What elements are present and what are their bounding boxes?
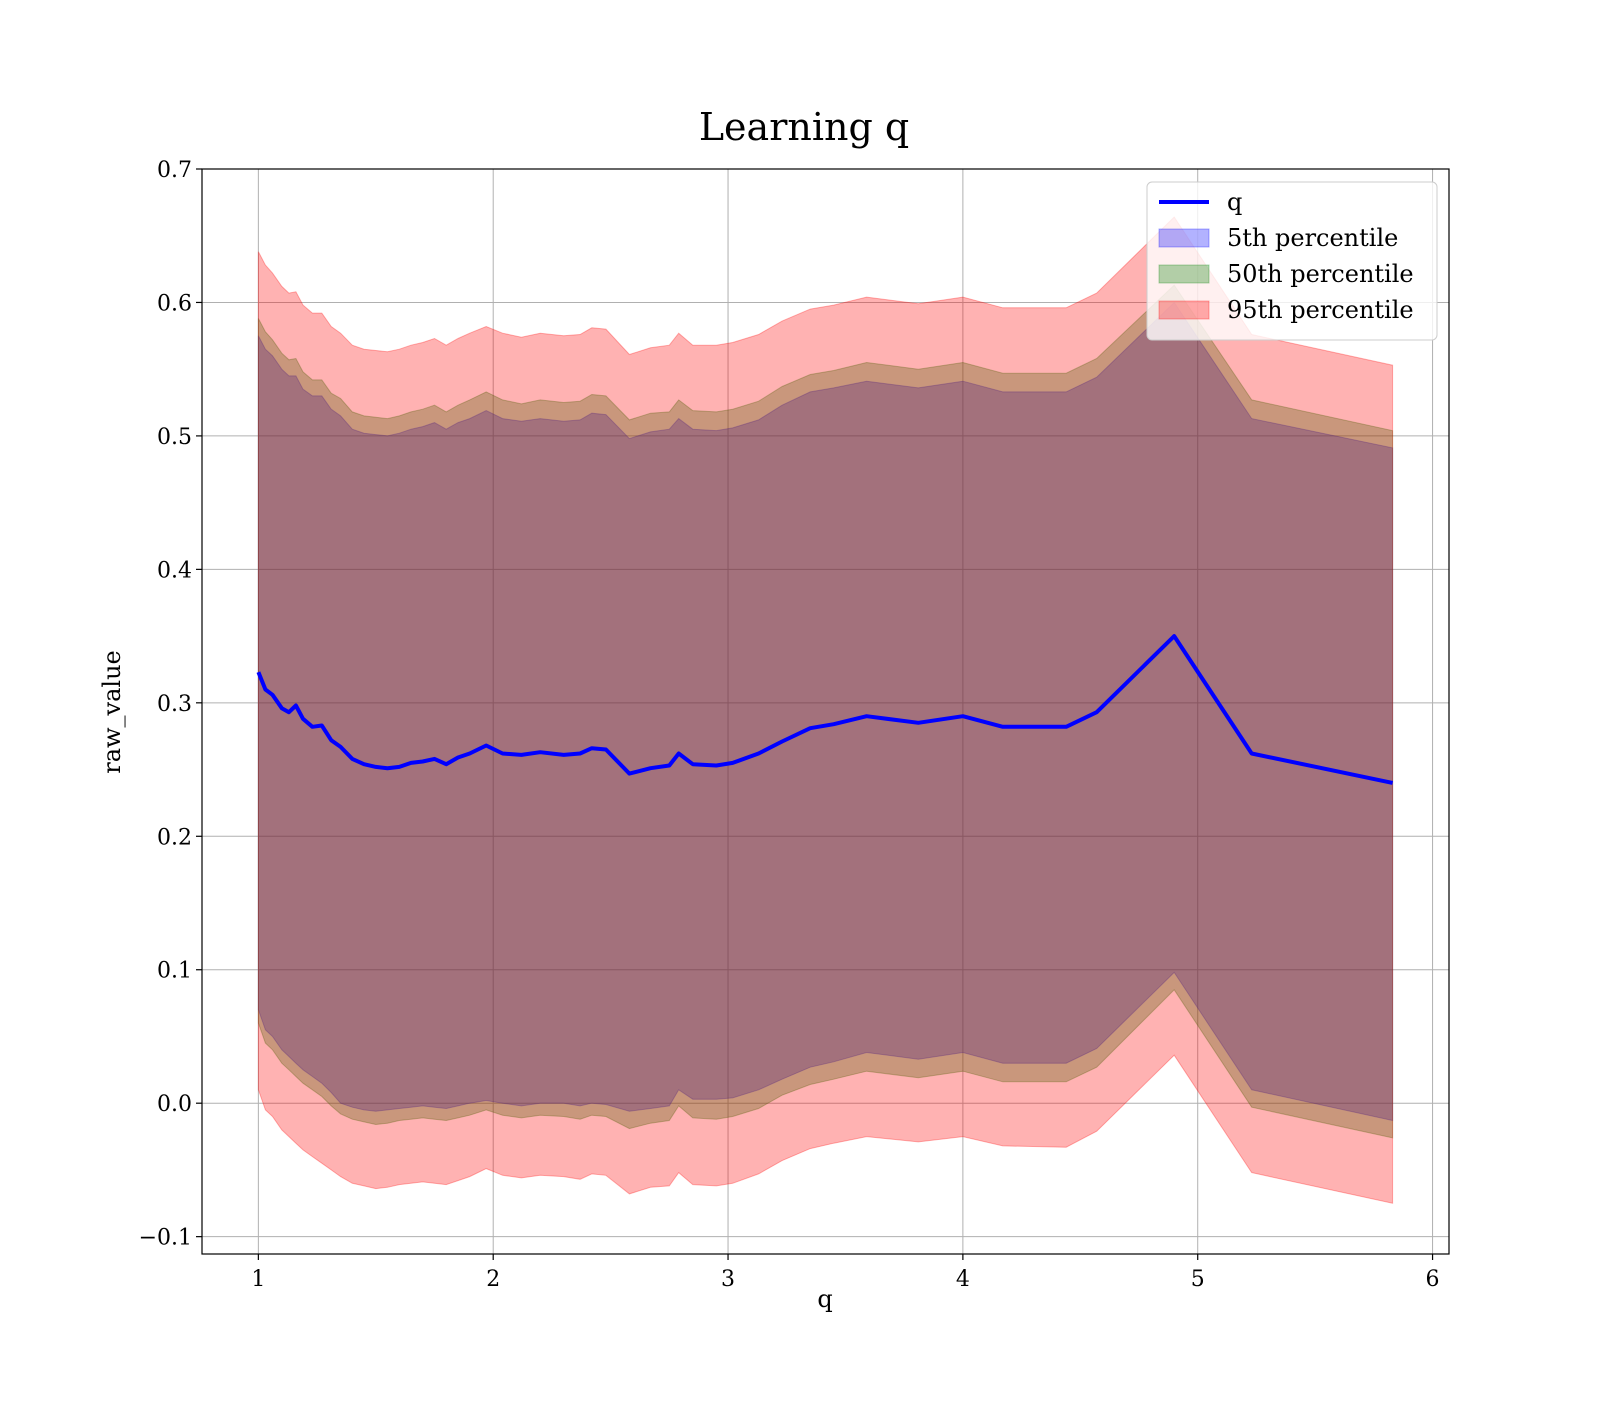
y-tick-label: 0.2	[157, 825, 192, 850]
legend-box	[1146, 181, 1438, 341]
legend-swatch	[1158, 228, 1210, 248]
y-tick-label: 0.5	[157, 425, 192, 450]
y-tick-label: 0.4	[157, 558, 192, 583]
x-tick-label: 1	[251, 1267, 265, 1292]
chart-title: Learning q	[699, 105, 909, 149]
legend-label: 50th percentile	[1227, 260, 1414, 288]
y-tick-label: 0.3	[157, 692, 192, 717]
plot-frame	[201, 168, 1450, 1255]
band-3	[257, 216, 1394, 1204]
legend-swatch	[1158, 264, 1210, 284]
legend-label: 95th percentile	[1227, 296, 1414, 324]
legend: q 5th percentile 50th percentile 95th perce…	[1146, 181, 1438, 341]
y-axis-label: raw_value	[98, 650, 126, 774]
y-tick-label: 0.7	[157, 158, 192, 183]
legend-swatch	[1158, 300, 1210, 320]
x-tick-label: 2	[486, 1267, 500, 1292]
legend-label: q	[1227, 188, 1242, 216]
y-tick-label: 0.0	[157, 1092, 192, 1117]
axis-ticks: 1 2 3 4 5 6 −0.1 0.0 0.1 0.2 0.3 0.4 0.5 0.6 0.7	[139, 158, 1440, 1292]
y-tick-label: 0.1	[157, 959, 192, 984]
band-2	[257, 284, 1394, 1139]
legend-label: 5th percentile	[1227, 224, 1398, 252]
plot-area	[256, 216, 1394, 1204]
series-line-q	[256, 634, 1394, 785]
x-tick-label: 6	[1426, 1267, 1440, 1292]
x-tick-label: 4	[956, 1267, 970, 1292]
y-tick-label: −0.1	[139, 1226, 192, 1251]
band-1	[257, 301, 1394, 1122]
x-tick-label: 5	[1191, 1267, 1205, 1292]
x-axis-label: q	[817, 1285, 832, 1313]
y-tick-label: 0.6	[157, 291, 192, 316]
x-tick-label: 3	[721, 1267, 735, 1292]
